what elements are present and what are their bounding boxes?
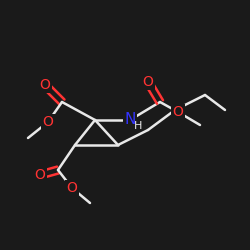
- Text: O: O: [34, 168, 46, 182]
- Text: O: O: [172, 105, 184, 119]
- Text: O: O: [42, 115, 54, 129]
- Text: O: O: [40, 78, 50, 92]
- Text: H: H: [134, 121, 142, 131]
- Text: O: O: [142, 75, 154, 89]
- Text: O: O: [66, 181, 78, 195]
- Text: N: N: [124, 112, 136, 128]
